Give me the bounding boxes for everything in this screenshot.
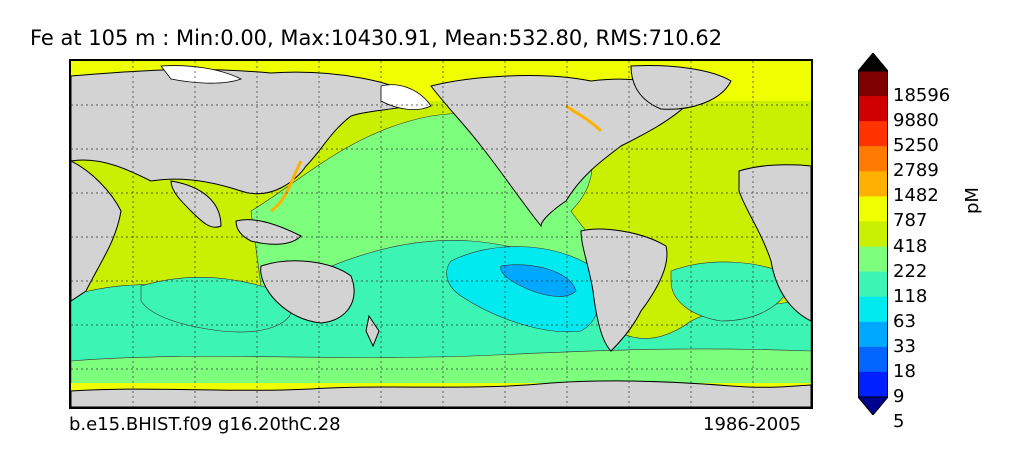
arctic-ice-east — [380, 84, 432, 111]
colorbar-band — [858, 321, 888, 348]
colorbar-unit: pM — [962, 187, 983, 214]
colorbar-band — [858, 296, 888, 323]
south-america-landmass — [580, 228, 668, 352]
colorbar-band — [858, 371, 888, 398]
colorbar-tick-label: 418 — [893, 235, 928, 257]
colorbar-tick-label: 63 — [893, 310, 916, 332]
maritime-asia-islands — [235, 219, 302, 245]
colorbar-band — [858, 71, 888, 97]
colorbar-tick-label: 2789 — [893, 160, 939, 182]
colorbar-band — [858, 221, 888, 248]
india-landmass — [170, 180, 222, 228]
colorbar — [858, 53, 888, 415]
colorbar-band — [858, 121, 888, 147]
colorbar-band — [858, 146, 888, 172]
colorbar-band — [858, 246, 888, 273]
colorbar-tick-label: 5250 — [893, 135, 939, 157]
colorbar-band — [858, 346, 888, 373]
arctic-ice — [160, 65, 243, 84]
indian-ocean-teal — [140, 276, 294, 333]
africa-east-landmass — [738, 164, 811, 322]
period-label: 1986-2005 — [703, 414, 802, 435]
colorbar-tick-label: 9880 — [893, 110, 939, 132]
colorbar-tick-label: 33 — [893, 335, 916, 357]
colorbar-band — [858, 96, 888, 122]
se-pacific-cyan — [446, 246, 601, 333]
colorbar-tick-label: 18596 — [893, 85, 951, 107]
colorbar-band — [858, 171, 888, 197]
colorbar-tick-label: 787 — [893, 210, 928, 232]
colorbar-extend-min — [858, 396, 888, 415]
north-america-landmass — [430, 75, 692, 228]
colorbar-tick-label: 222 — [893, 260, 928, 282]
coastal-high-iron — [270, 160, 303, 213]
colorbar-tick-label: 1482 — [893, 185, 939, 207]
coastal-high-iron-na — [565, 104, 603, 133]
map-title: Fe at 105 m : Min:0.00, Max:10430.91, Me… — [30, 26, 723, 50]
australia-landmass — [260, 260, 355, 324]
eurasia-landmass — [71, 69, 422, 195]
colorbar-outline — [858, 70, 888, 398]
map-gridlines — [71, 61, 811, 407]
colorbar-band — [858, 271, 888, 298]
colorbar-extend-max — [858, 53, 888, 72]
greenland — [630, 65, 732, 110]
new-zealand — [365, 314, 380, 348]
se-pacific-core — [500, 264, 577, 297]
colorbar-tick-label: 18 — [893, 360, 916, 382]
map-svg — [71, 61, 811, 407]
antarctica — [71, 380, 811, 407]
colorbar-tick-label: 5 — [893, 411, 905, 433]
colorbar-tick-label: 118 — [893, 285, 928, 307]
colorbar-band — [858, 196, 888, 222]
case-label: b.e15.BHIST.f09 g16.20thC.28 — [69, 414, 341, 435]
atlantic-teal — [670, 261, 792, 322]
map-panel — [69, 59, 813, 409]
colorbar-tick-label: 9 — [893, 386, 905, 407]
